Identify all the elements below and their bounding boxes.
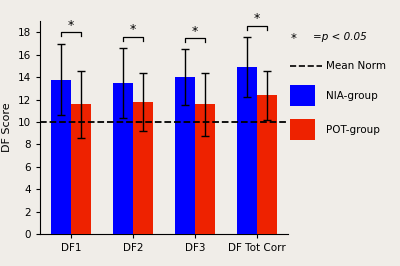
Text: NIA-group: NIA-group [326,91,378,101]
Text: =p < 0.05: =p < 0.05 [313,32,366,42]
Bar [195,104,215,234]
Text: *: * [68,19,74,32]
Text: *: * [130,23,136,36]
Bar [51,80,71,234]
Bar [113,83,133,234]
Bar [257,95,277,234]
Text: POT-group: POT-group [326,125,380,135]
Text: *: * [192,24,198,38]
Text: *: * [290,32,296,45]
Text: *: * [254,12,260,25]
Text: Mean Norm: Mean Norm [326,61,386,71]
Bar [71,104,91,234]
Bar [175,77,195,234]
Y-axis label: DF Score: DF Score [2,103,12,152]
Bar [237,67,257,234]
Bar [133,102,153,234]
